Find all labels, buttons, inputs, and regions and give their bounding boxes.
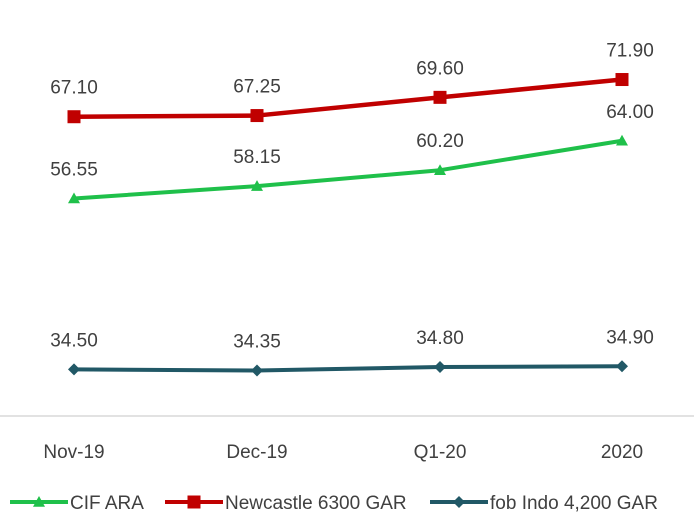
legend-item: fob Indo 4,200 GAR [430, 493, 658, 514]
legend-label: CIF ARA [70, 493, 144, 514]
data-label: 34.35 [233, 332, 281, 353]
data-label: 58.15 [233, 147, 281, 168]
data-point [616, 134, 628, 146]
data-label: 56.55 [50, 159, 98, 180]
data-label: 34.50 [50, 330, 98, 351]
data-point [250, 109, 264, 123]
series-1: 67.10 67.25 69.60 71.90 [50, 41, 654, 124]
data-point [67, 110, 81, 124]
legend-item: CIF ARA [10, 493, 144, 514]
data-point [616, 360, 628, 373]
data-label: 60.20 [416, 131, 464, 152]
data-label: 67.25 [233, 77, 281, 98]
legend-swatch-marker [33, 496, 45, 507]
data-label: 64.00 [606, 102, 654, 123]
data-label: 69.60 [416, 58, 464, 79]
x-tick-label: Nov-19 [43, 442, 104, 463]
series-line [72, 138, 624, 201]
x-tick-label: Dec-19 [226, 442, 287, 463]
data-label: 71.90 [606, 41, 654, 62]
x-axis: Nov-19 Dec-19 Q1-20 2020 [0, 415, 694, 463]
series-0: 56.55 58.15 60.20 64.00 [50, 102, 654, 204]
legend-label: Newcastle 6300 GAR [225, 493, 407, 514]
data-point [68, 192, 80, 204]
legend-item: Newcastle 6300 GAR [165, 493, 407, 514]
data-label: 34.90 [606, 327, 654, 348]
x-tick-label: 2020 [601, 442, 643, 463]
legend-swatch-marker [453, 496, 465, 508]
legend-swatch-marker [187, 495, 201, 509]
series-2: 34.50 34.35 34.80 34.90 [50, 327, 654, 377]
x-tick-label: Q1-20 [414, 442, 467, 463]
data-point [433, 90, 447, 104]
data-point [251, 180, 263, 191]
legend-label: fob Indo 4,200 GAR [490, 493, 658, 514]
legend: CIF ARA Newcastle 6300 GAR fob Indo 4,200 … [10, 493, 658, 514]
data-point [434, 164, 446, 175]
data-point [68, 363, 80, 376]
data-point [615, 73, 629, 87]
data-label: 67.10 [50, 78, 98, 99]
series-line [71, 77, 625, 119]
plot-area: 56.55 58.15 60.20 64.00 67.10 67.25 69.60 71.90… [50, 41, 654, 377]
series-line [72, 364, 624, 373]
data-point [434, 361, 446, 374]
data-label: 34.80 [416, 328, 464, 349]
data-point [251, 364, 263, 377]
